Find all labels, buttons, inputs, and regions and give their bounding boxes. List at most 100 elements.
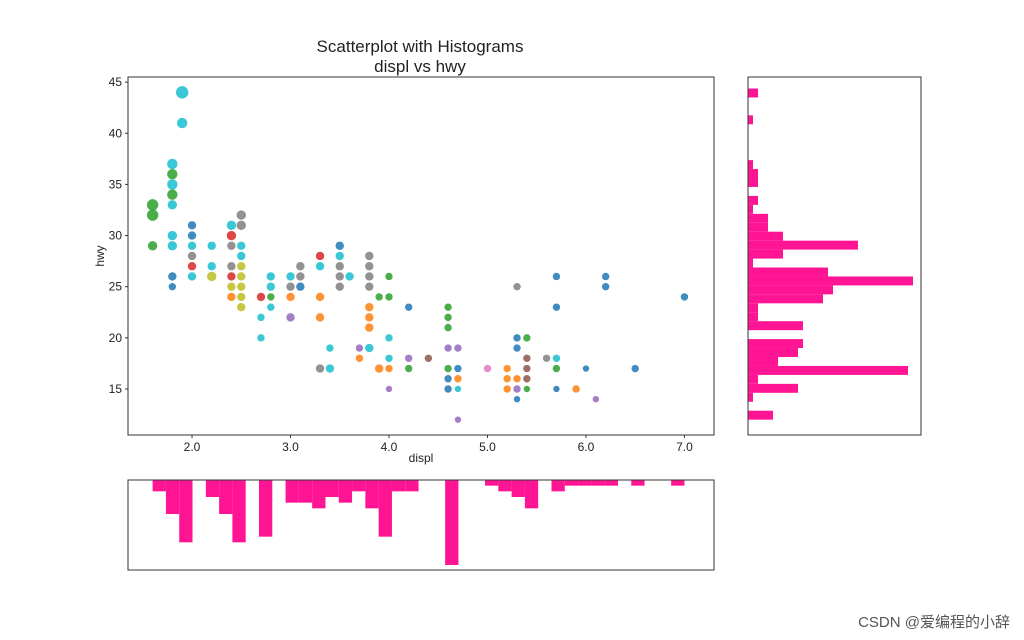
scatter-point bbox=[207, 271, 217, 282]
hwy-histogram-bar bbox=[748, 374, 758, 384]
scatter-point bbox=[582, 365, 590, 372]
scatter-point bbox=[226, 220, 237, 231]
displ-histogram-bar bbox=[445, 480, 459, 565]
scatter-point bbox=[444, 323, 452, 332]
displ-histogram-bar bbox=[671, 480, 685, 486]
scatter-point bbox=[523, 364, 531, 373]
displ-histogram-bar bbox=[578, 480, 592, 486]
scatter-point bbox=[513, 334, 521, 342]
scatter-point bbox=[523, 385, 531, 393]
displ-histogram-bar bbox=[352, 480, 366, 492]
scatter-point bbox=[365, 323, 374, 332]
scatter-point bbox=[326, 344, 334, 352]
scatter-point bbox=[503, 364, 511, 373]
scatter-point bbox=[601, 272, 610, 281]
displ-histogram-bar bbox=[551, 480, 565, 492]
y-tick-label: 15 bbox=[109, 382, 123, 396]
y-tick-label: 40 bbox=[109, 126, 123, 140]
hwy-histogram-bar bbox=[748, 240, 858, 250]
scatter-point bbox=[454, 416, 462, 423]
scatter-point bbox=[335, 251, 344, 261]
scatter-point bbox=[237, 241, 246, 250]
scatter-point bbox=[552, 364, 561, 373]
hwy-histogram-frame bbox=[747, 76, 922, 436]
x-tick-label: 7.0 bbox=[676, 440, 693, 454]
scatter-point bbox=[296, 262, 305, 271]
scatter-point bbox=[237, 262, 246, 271]
scatter-point bbox=[680, 293, 689, 301]
scatter-point bbox=[286, 313, 295, 322]
scatter-point bbox=[601, 282, 610, 291]
hwy-histogram-bar bbox=[748, 213, 768, 223]
hwy-histogram-bars bbox=[748, 88, 913, 420]
scatter-point bbox=[365, 282, 374, 291]
displ-histogram-bar bbox=[604, 480, 618, 486]
scatter-point bbox=[523, 375, 531, 383]
scatter-point bbox=[167, 168, 178, 180]
hwy-histogram-bar bbox=[748, 115, 753, 125]
hwy-histogram-bar bbox=[748, 169, 758, 179]
scatter-point bbox=[345, 272, 354, 281]
scatter-point bbox=[592, 396, 600, 403]
displ-histogram-bar bbox=[165, 480, 180, 514]
displ-histogram-bar bbox=[485, 480, 499, 486]
x-tick-label: 5.0 bbox=[479, 440, 496, 454]
displ-histogram-bar bbox=[524, 480, 539, 509]
scatter-point bbox=[444, 375, 452, 383]
scatter-point bbox=[365, 262, 374, 271]
scatter-point bbox=[267, 303, 275, 311]
y-tick-label: 25 bbox=[109, 280, 123, 294]
scatter-point bbox=[513, 396, 521, 403]
scatter-point bbox=[631, 364, 639, 373]
scatter-point bbox=[375, 293, 383, 301]
scatter-point bbox=[404, 354, 413, 362]
scatter-point bbox=[175, 86, 189, 99]
scatter-point bbox=[404, 303, 413, 311]
scatter-point bbox=[552, 272, 561, 281]
y-axis-ticks: 15 20 25 30 35 40 45 bbox=[109, 75, 128, 396]
y-tick-label: 45 bbox=[109, 75, 123, 89]
scatter-point bbox=[227, 272, 236, 281]
scatter-point bbox=[454, 364, 462, 373]
scatter-point bbox=[355, 344, 364, 352]
scatter-point bbox=[335, 241, 344, 250]
scatter-point bbox=[236, 210, 246, 220]
scatter-point bbox=[335, 282, 344, 291]
hwy-histogram-bar bbox=[748, 285, 833, 295]
hwy-histogram-bar bbox=[748, 321, 803, 331]
scatter-point bbox=[424, 354, 433, 362]
hwy-histogram-bar bbox=[748, 357, 778, 366]
scatter-point bbox=[227, 292, 236, 302]
displ-histogram-bar bbox=[564, 480, 579, 486]
displ-histogram-bar bbox=[325, 480, 339, 497]
scatter-point bbox=[167, 158, 178, 170]
hwy-histogram-bar bbox=[748, 249, 783, 259]
scatter-point bbox=[226, 230, 237, 241]
chart-subtitle: displ vs hwy bbox=[374, 57, 466, 76]
scatter-point bbox=[315, 262, 325, 271]
displ-histogram-bar bbox=[219, 480, 233, 514]
y-tick-label: 35 bbox=[109, 177, 123, 191]
scatter-point bbox=[237, 282, 246, 291]
scatter-point bbox=[227, 262, 236, 271]
scatter-point bbox=[167, 189, 178, 200]
scatter-point bbox=[267, 293, 275, 301]
scatter-point bbox=[503, 375, 511, 383]
scatter-point bbox=[237, 302, 246, 312]
scatter-point bbox=[237, 292, 246, 302]
displ-histogram-bar bbox=[498, 480, 512, 492]
displ-histogram-bar bbox=[312, 480, 326, 509]
scatter-point bbox=[146, 209, 159, 221]
scatter-point bbox=[444, 303, 452, 311]
displ-histogram-bar bbox=[285, 480, 299, 503]
hwy-histogram bbox=[747, 76, 922, 436]
y-tick-label: 20 bbox=[109, 331, 123, 345]
hwy-histogram-bar bbox=[748, 294, 823, 304]
scatter-point bbox=[553, 385, 560, 393]
scatter-point bbox=[572, 385, 580, 393]
scatter-point bbox=[513, 385, 521, 393]
scatter-point bbox=[444, 385, 452, 393]
displ-histogram-bar bbox=[378, 480, 392, 537]
